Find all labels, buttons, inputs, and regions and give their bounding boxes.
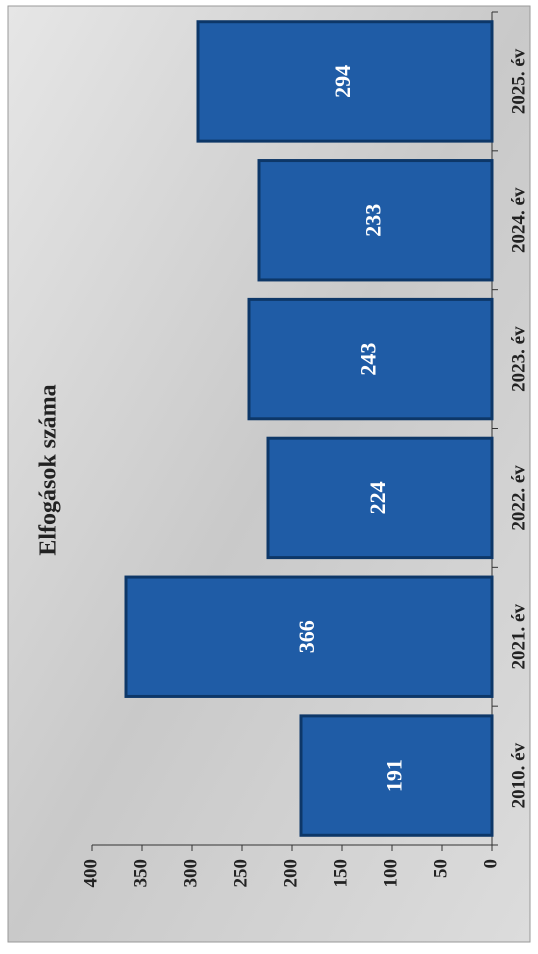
value-label: 224 <box>365 481 390 514</box>
y-tick-label: 0 <box>480 859 501 869</box>
x-tick-label: 2021. év <box>508 604 529 670</box>
y-tick-label: 300 <box>180 859 201 888</box>
y-tick-label: 350 <box>130 859 151 888</box>
x-tick-label: 2023. év <box>508 326 529 392</box>
y-tick-label: 50 <box>430 859 451 878</box>
y-tick-label: 400 <box>80 859 101 888</box>
bar <box>247 297 494 421</box>
x-tick-label: 2022. év <box>508 465 529 531</box>
x-tick-label: 2025. év <box>508 48 529 114</box>
plot: Elfogások száma 0 50 100 150 200 250 300 350 400… <box>36 11 529 888</box>
value-label: 233 <box>361 204 386 237</box>
y-tick-label: 150 <box>330 859 351 888</box>
x-tick-label: 2024. év <box>508 187 529 253</box>
value-label: 243 <box>356 343 381 376</box>
value-label: 294 <box>330 65 355 98</box>
y-tick-label: 100 <box>380 859 401 888</box>
y-tick-label: 250 <box>230 859 251 888</box>
y-tick-label: 200 <box>280 859 301 888</box>
chart-title: Elfogások száma <box>36 384 62 555</box>
bar <box>124 575 494 698</box>
bar <box>257 159 494 282</box>
value-label: 366 <box>294 620 319 653</box>
bar <box>266 436 494 560</box>
bar <box>196 20 494 143</box>
value-label: 191 <box>382 759 407 792</box>
bar <box>299 714 494 837</box>
x-tick-label: 2010. év <box>508 742 529 808</box>
